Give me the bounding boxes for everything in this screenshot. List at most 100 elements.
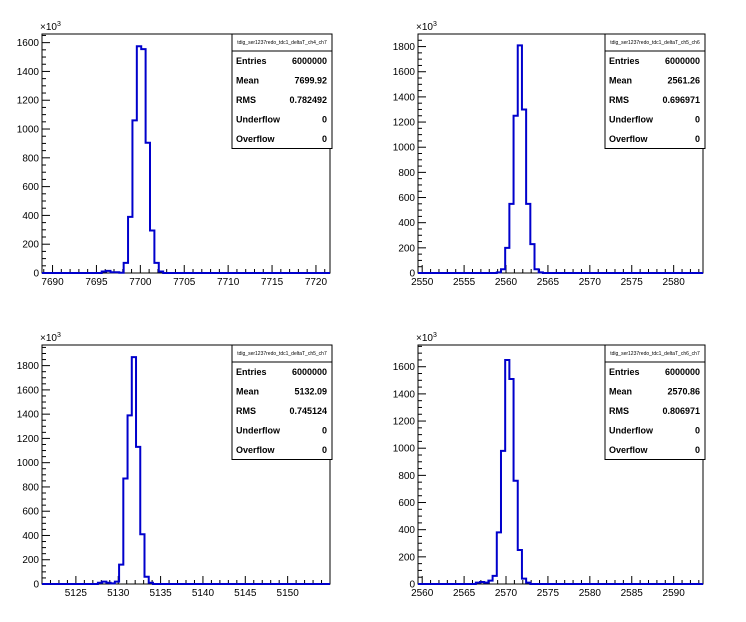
stats-label: RMS: [609, 95, 629, 105]
stats-title: tdig_ser1237redo_tdc1_deltaT_ch5_ch6: [610, 40, 700, 46]
stats-box: [604, 33, 706, 149]
y-tick-label: 1400: [17, 67, 40, 78]
stats-value: 6000000: [292, 367, 327, 377]
stats-value: 0: [322, 426, 327, 436]
y-tick-label: 200: [22, 240, 39, 251]
x-tick-label: 2580: [579, 588, 602, 599]
y-tick-label: 1600: [393, 362, 416, 373]
x-tick-label: 2575: [537, 588, 560, 599]
x-tick-label: 7705: [173, 277, 196, 288]
x-tick-label: 7700: [129, 277, 152, 288]
x-tick-label: 2585: [621, 588, 644, 599]
x-tick-label: 5125: [65, 588, 88, 599]
stats-box: [231, 33, 333, 149]
histogram-series: [42, 45, 330, 274]
stats-title: tdig_ser1237redo_tdc1_deltaT_ch5_ch7: [237, 351, 327, 357]
x-tick-label: 2565: [453, 588, 476, 599]
stats-label: Overflow: [236, 445, 276, 455]
x-tick-label: 5135: [149, 588, 172, 599]
stats-value: 6000000: [665, 56, 700, 66]
x-tick-label: 2550: [411, 277, 434, 288]
stats-label: Entries: [609, 367, 640, 377]
stats-value: 6000000: [292, 56, 327, 66]
stats-value: 0.745124: [289, 406, 327, 416]
y-axis-multiplier-exponent: 3: [433, 332, 437, 339]
stats-value: 6000000: [665, 367, 700, 377]
stats-value: 7699.92: [294, 76, 327, 86]
y-tick-label: 600: [22, 507, 39, 518]
y-tick-label: 1000: [17, 125, 40, 136]
stats-value: 0.806971: [662, 406, 700, 416]
y-tick-label: 1200: [393, 118, 416, 129]
x-tick-label: 7695: [85, 277, 108, 288]
y-tick-label: 400: [22, 531, 39, 542]
stats-label: Entries: [236, 367, 267, 377]
x-tick-label: 2560: [495, 277, 518, 288]
y-tick-label: 1400: [17, 410, 40, 421]
x-tick-label: 5130: [107, 588, 130, 599]
stats-label: RMS: [236, 95, 256, 105]
x-tick-label: 5145: [234, 588, 257, 599]
y-tick-label: 1000: [393, 444, 416, 455]
stats-label: Underflow: [236, 426, 281, 436]
y-tick-label: 0: [409, 580, 415, 591]
x-tick-label: 2560: [411, 588, 434, 599]
stats-label: Overflow: [236, 134, 276, 144]
stats-value: 0: [695, 134, 700, 144]
y-tick-label: 1200: [17, 96, 40, 107]
y-tick-label: 1000: [17, 458, 40, 469]
y-axis-multiplier: ×103: [40, 21, 61, 33]
stats-title: tdig_ser1237redo_tdc1_deltaT_ch4_ch7: [237, 40, 327, 46]
y-tick-label: 400: [398, 525, 415, 536]
stats-box: [231, 344, 333, 460]
stats-value: 0: [322, 445, 327, 455]
stats-label: Entries: [609, 56, 640, 66]
y-axis-multiplier: ×103: [40, 332, 61, 344]
x-tick-label: 2575: [621, 277, 644, 288]
x-tick-label: 5150: [277, 588, 300, 599]
stats-value: 2570.86: [667, 387, 700, 397]
y-tick-label: 200: [398, 552, 415, 563]
stats-label: RMS: [236, 406, 256, 416]
stats-label: RMS: [609, 406, 629, 416]
y-tick-label: 1400: [393, 92, 416, 103]
y-tick-label: 1400: [393, 389, 416, 400]
histogram-panel-3: 5125 5130 5135 5140 5145 5150 0 200 400 600 800 100…: [17, 332, 333, 599]
stats-title: tdig_ser1237redo_tdc1_deltaT_ch6_ch7: [610, 351, 700, 357]
stats-label: Mean: [236, 387, 259, 397]
y-axis-multiplier-exponent: 3: [57, 332, 61, 339]
stats-label: Underflow: [609, 115, 654, 125]
x-tick-label: 7690: [41, 277, 64, 288]
y-tick-label: 1000: [393, 143, 416, 154]
y-axis-multiplier: ×103: [416, 332, 437, 344]
stats-value: 0: [695, 426, 700, 436]
y-axis-multiplier: ×103: [416, 21, 437, 33]
stats-label: Entries: [236, 56, 267, 66]
y-tick-label: 200: [22, 555, 39, 566]
x-tick-label: 2580: [663, 277, 686, 288]
y-tick-label: 800: [398, 168, 415, 179]
stats-value: 0.696971: [662, 95, 700, 105]
y-axis-multiplier-exponent: 3: [57, 21, 61, 28]
stats-box: [604, 344, 706, 460]
histogram-panel-2: 2550 2555 2560 2565 2570 2575 2580 0 200 400 600 80…: [393, 21, 706, 288]
stats-value: 0: [322, 115, 327, 125]
histogram-series: [418, 358, 703, 585]
y-tick-label: 600: [22, 182, 39, 193]
y-tick-label: 600: [398, 193, 415, 204]
stats-label: Underflow: [609, 426, 654, 436]
y-tick-label: 800: [22, 482, 39, 493]
stats-value: 0: [695, 115, 700, 125]
stats-label: Overflow: [609, 134, 649, 144]
y-tick-label: 0: [33, 269, 39, 280]
y-tick-label: 0: [409, 269, 415, 280]
y-tick-label: 1200: [17, 434, 40, 445]
x-tick-label: 7710: [217, 277, 240, 288]
stats-label: Overflow: [609, 445, 649, 455]
x-tick-label: 2555: [453, 277, 476, 288]
stats-label: Mean: [609, 387, 632, 397]
y-tick-label: 1200: [393, 417, 416, 428]
histogram-series: [42, 356, 330, 585]
stats-value: 2561.26: [667, 76, 700, 86]
histogram-panel-4: 2560 2565 2570 2575 2580 2585 2590 0 200 400 600 80…: [393, 332, 706, 599]
